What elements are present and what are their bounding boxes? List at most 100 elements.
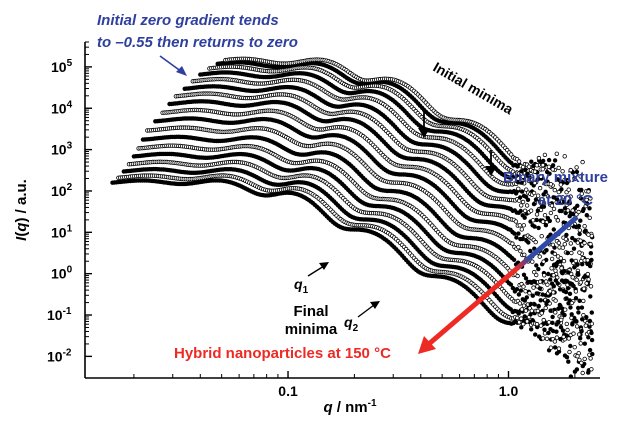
data-point	[580, 317, 585, 322]
data-point	[540, 219, 546, 224]
data-point	[529, 327, 534, 332]
hybrid-label: Hybrid nanoparticles at 150 °C	[174, 345, 391, 362]
data-point	[587, 347, 593, 353]
data-point	[589, 257, 594, 263]
data-point	[586, 277, 591, 282]
data-point	[578, 336, 583, 341]
data-point	[559, 266, 564, 271]
data-point	[550, 167, 555, 172]
data-point	[588, 196, 593, 201]
data-point	[559, 187, 564, 192]
data-point	[514, 235, 519, 240]
data-point	[584, 315, 589, 320]
data-point	[586, 232, 591, 237]
data-point	[572, 176, 577, 182]
binary-line1: Binary mixture	[503, 169, 608, 186]
data-point	[522, 215, 527, 220]
data-point	[562, 268, 567, 274]
data-point	[525, 171, 530, 176]
data-point	[561, 258, 567, 264]
data-point	[546, 157, 552, 163]
data-point	[541, 200, 547, 206]
data-point	[530, 318, 535, 323]
data-point	[508, 282, 514, 287]
data-point	[510, 241, 515, 246]
data-point	[519, 307, 525, 312]
data-point	[516, 292, 522, 297]
data-point	[524, 295, 529, 300]
x-tick-label: 0.1	[278, 383, 298, 399]
data-point	[540, 166, 545, 172]
data-point	[532, 302, 537, 307]
series-5	[131, 151, 595, 357]
data-point	[542, 327, 547, 332]
svg-text:q1: q1	[294, 276, 309, 296]
data-point	[566, 187, 571, 192]
data-point	[557, 302, 562, 308]
top-note: Initial zero gradient tends to –0.55 the…	[97, 12, 298, 51]
data-point	[562, 206, 568, 211]
data-point	[559, 317, 564, 323]
initial-minima-arrow-1	[418, 108, 430, 138]
data-point	[565, 327, 570, 333]
data-point	[531, 190, 537, 196]
data-point	[543, 189, 548, 194]
data-point	[556, 240, 562, 246]
data-point	[528, 301, 533, 307]
data-point	[541, 158, 546, 164]
y-tick-label: 104	[51, 99, 73, 116]
data-point	[527, 175, 532, 180]
data-point	[581, 286, 587, 291]
data-point	[521, 272, 527, 277]
series-18	[223, 56, 593, 247]
data-point	[540, 162, 546, 168]
data-point	[523, 276, 529, 281]
data-point	[578, 218, 583, 223]
data-point	[553, 310, 558, 315]
data-point	[534, 263, 539, 268]
data-point	[578, 174, 583, 179]
data-point	[575, 354, 580, 359]
data-point	[525, 197, 531, 202]
final-line1: Final	[293, 303, 328, 320]
data-point	[528, 248, 533, 254]
data-point	[521, 223, 526, 228]
data-point	[534, 272, 539, 278]
data-point	[535, 193, 541, 198]
data-point	[530, 218, 536, 223]
data-point	[532, 224, 537, 229]
data-point	[520, 199, 526, 205]
data-point	[552, 345, 558, 350]
data-point	[548, 308, 553, 313]
data-point	[571, 246, 577, 251]
data-point	[586, 370, 591, 375]
data-point	[521, 284, 526, 289]
q2-arrow	[357, 301, 380, 318]
data-point	[578, 280, 583, 285]
series-1	[110, 178, 593, 379]
data-point	[536, 225, 541, 231]
data-point	[556, 346, 562, 351]
data-point	[549, 256, 555, 262]
data-point	[563, 289, 569, 295]
data-point	[533, 197, 539, 202]
data-point	[522, 314, 527, 319]
top-note-line2: to –0.55 then returns to zero	[97, 34, 298, 51]
data-point	[522, 298, 527, 303]
data-point	[544, 336, 550, 341]
series-4	[126, 159, 594, 372]
data-point	[552, 158, 558, 163]
y-tick-label: 100	[51, 265, 73, 282]
data-point	[557, 287, 563, 292]
data-point	[533, 332, 538, 337]
data-point	[517, 320, 522, 325]
data-point	[588, 251, 593, 256]
data-point	[519, 169, 524, 174]
data-point	[576, 305, 581, 311]
data-point	[516, 231, 521, 236]
top-note-line1: Initial zero gradient tends	[97, 12, 279, 29]
final-line2: minima	[285, 321, 338, 338]
data-point	[533, 239, 538, 245]
data-point	[589, 337, 595, 343]
svg-text:q2: q2	[344, 314, 359, 334]
